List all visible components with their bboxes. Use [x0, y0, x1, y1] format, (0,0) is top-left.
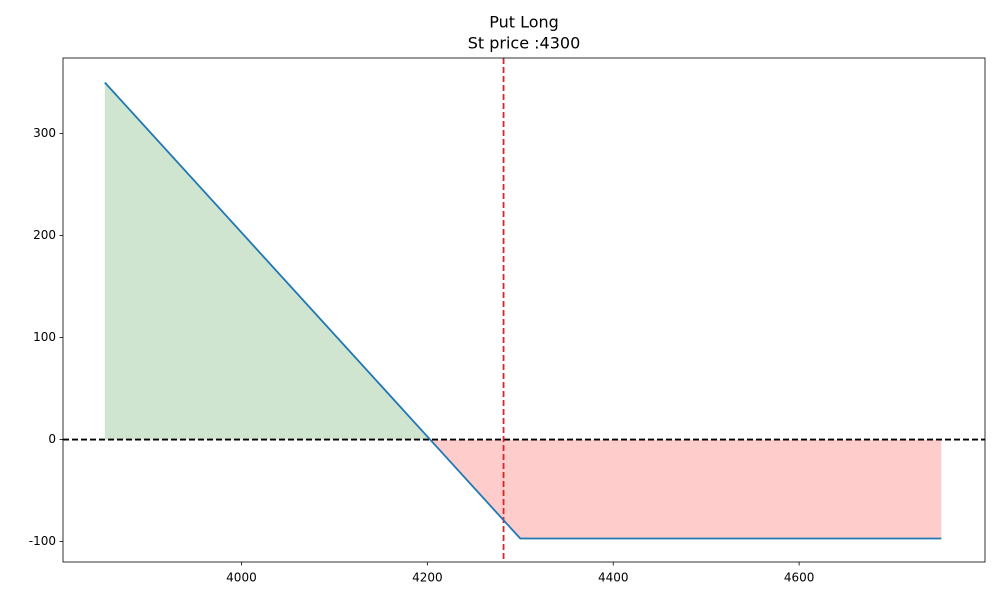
chart-title: Put Long: [489, 13, 559, 32]
x-tick-label: 4600: [784, 571, 815, 585]
y-tick-label: -100: [29, 534, 56, 548]
y-tick-label: 100: [33, 330, 56, 344]
payoff-line: [104, 81, 942, 540]
y-tick-label: 200: [33, 228, 56, 242]
y-tick-label: 0: [48, 432, 56, 446]
plot-area: [63, 58, 985, 562]
x-tick-label: 4400: [598, 571, 629, 585]
plot-frame: [62, 57, 986, 563]
chart-subtitle: St price :4300: [468, 34, 581, 53]
y-tick-label: 300: [33, 126, 56, 140]
x-tick-label: 4000: [226, 571, 257, 585]
x-tick-label: 4200: [412, 571, 443, 585]
loss-area: [104, 439, 942, 539]
